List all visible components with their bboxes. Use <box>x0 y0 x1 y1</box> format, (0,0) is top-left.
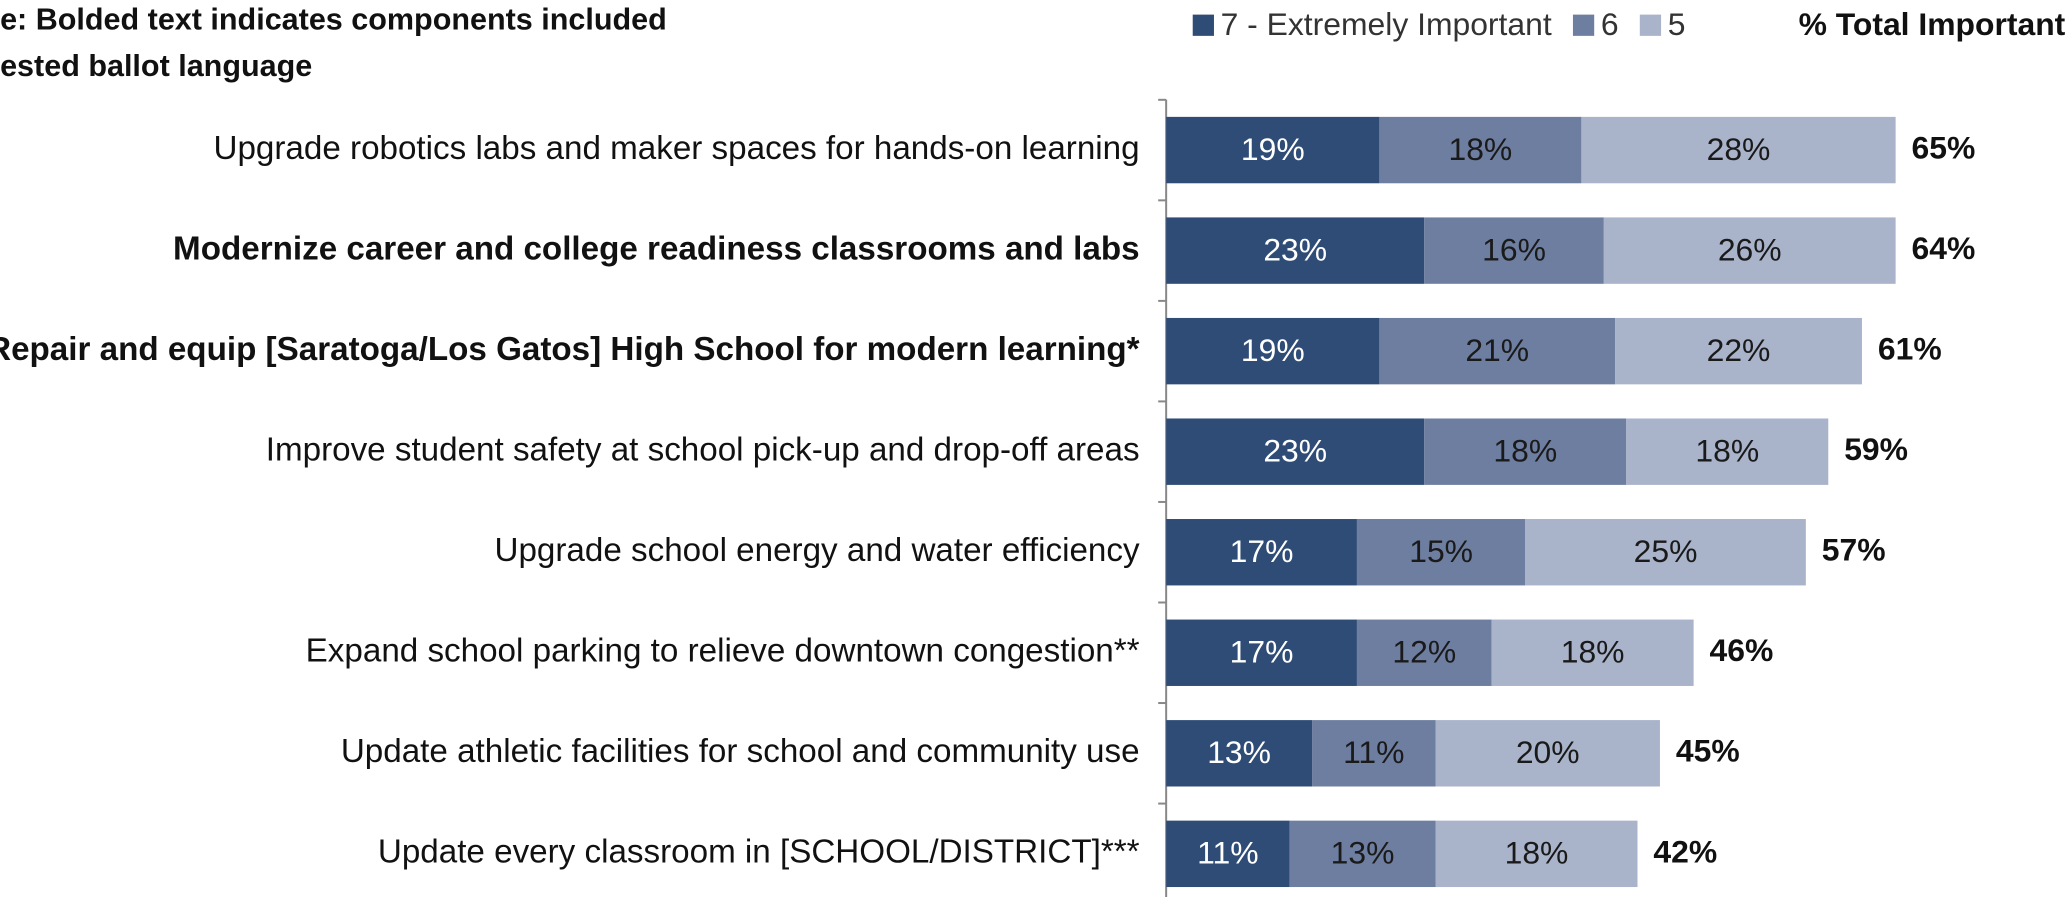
value-label: 11% <box>1343 734 1404 770</box>
legend-label: 7 - Extremely Important <box>1221 6 1552 42</box>
value-label: 23% <box>1263 231 1327 267</box>
bar-segment <box>1615 317 1862 385</box>
legend-label: 6 <box>1601 6 1619 42</box>
total-label: 64% <box>1912 230 1976 266</box>
bar-segment <box>1166 317 1380 385</box>
bar-segment <box>1166 820 1290 888</box>
value-label: 18% <box>1493 432 1557 468</box>
bar-segment <box>1166 116 1380 184</box>
value-label: 25% <box>1634 533 1698 569</box>
value-label: 21% <box>1465 332 1529 368</box>
value-label: 18% <box>1505 835 1569 871</box>
value-label: 12% <box>1392 634 1456 670</box>
bar-segment <box>1581 116 1896 184</box>
total-label: 65% <box>1912 129 1976 165</box>
category-label: Repair and equip [Saratoga/Los Gatos] Hi… <box>0 331 1140 368</box>
total-label: 61% <box>1878 331 1942 367</box>
category-label: Improve student safety at school pick-up… <box>266 431 1140 468</box>
bar-segment <box>1435 720 1660 787</box>
bar-segment <box>1626 418 1829 485</box>
value-label: 20% <box>1516 734 1580 770</box>
value-label: 13% <box>1331 835 1395 871</box>
category-label: Modernize career and college readiness c… <box>173 230 1140 267</box>
value-label: 17% <box>1230 533 1294 569</box>
category-label: Expand school parking to relieve downtow… <box>306 633 1140 670</box>
total-label: 42% <box>1653 833 1717 869</box>
bar-segment <box>1603 217 1896 284</box>
legend-header: % Total Important <box>1799 6 2066 42</box>
value-label: 11% <box>1197 835 1258 871</box>
bar-segment <box>1166 720 1313 787</box>
bar-segment <box>1289 820 1436 888</box>
value-label: 17% <box>1230 634 1294 670</box>
value-label: 23% <box>1263 432 1327 468</box>
total-label: 59% <box>1844 431 1908 467</box>
legend-swatch <box>1639 14 1662 36</box>
bar-segment <box>1166 519 1357 586</box>
value-label: 18% <box>1695 432 1759 468</box>
bar-segment <box>1166 217 1425 284</box>
bar-segment <box>1424 217 1604 284</box>
bar-segment <box>1424 418 1627 485</box>
value-label: 28% <box>1707 131 1771 167</box>
bar-segment <box>1379 317 1616 385</box>
category-label: Update athletic facilities for school an… <box>341 733 1140 770</box>
category-label: Update every classroom in [SCHOOL/DISTRI… <box>378 834 1140 871</box>
bar-segment <box>1312 720 1436 787</box>
legend-label: 5 <box>1668 6 1686 42</box>
bar-segment <box>1435 820 1638 888</box>
legend-swatch <box>1572 14 1595 36</box>
value-label: 26% <box>1718 231 1782 267</box>
annotation: e: Bolded text indicates components incl… <box>0 2 667 36</box>
value-label: 18% <box>1449 131 1513 167</box>
category-label: Upgrade robotics labs and maker spaces f… <box>213 130 1139 167</box>
value-label: 18% <box>1561 634 1625 670</box>
bar-segment <box>1356 519 1526 586</box>
value-label: 22% <box>1707 332 1771 368</box>
bar-segment <box>1525 519 1806 586</box>
total-label: 46% <box>1710 632 1774 668</box>
value-label: 15% <box>1409 533 1473 569</box>
bar-segment <box>1491 619 1694 686</box>
bar-segment <box>1166 418 1425 485</box>
value-label: 16% <box>1482 231 1546 267</box>
value-label: 13% <box>1207 734 1271 770</box>
total-label: 57% <box>1822 532 1886 568</box>
category-label: Upgrade school energy and water efficien… <box>494 532 1139 569</box>
legend-swatch <box>1192 14 1214 36</box>
value-label: 19% <box>1241 131 1305 167</box>
bar-segment <box>1356 619 1492 686</box>
bar-segment <box>1379 116 1582 184</box>
bar-segment <box>1166 619 1357 686</box>
annotation: ested ballot language <box>0 49 312 83</box>
total-label: 45% <box>1676 733 1740 769</box>
value-label: 19% <box>1241 332 1305 368</box>
